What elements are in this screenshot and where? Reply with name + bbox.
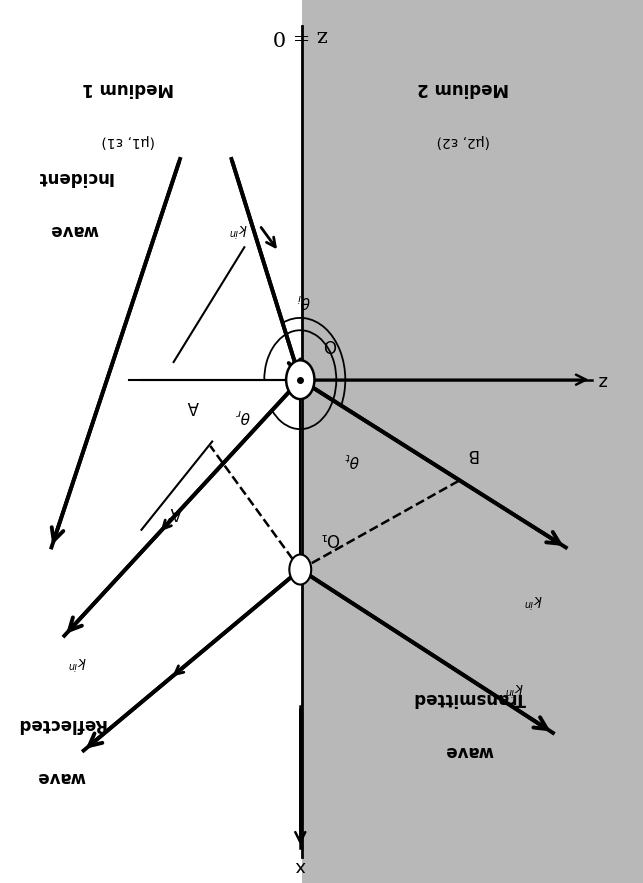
- Text: wave: wave: [50, 221, 98, 238]
- Text: $\theta_i$: $\theta_i$: [296, 291, 311, 310]
- Text: Medium 2: Medium 2: [417, 79, 509, 97]
- Text: (μ2, ε2): (μ2, ε2): [436, 134, 490, 148]
- Text: (μ1, ε1): (μ1, ε1): [102, 134, 156, 148]
- Circle shape: [286, 360, 314, 399]
- Text: A: A: [187, 397, 199, 415]
- Text: Incident: Incident: [36, 168, 112, 185]
- Text: z = 0: z = 0: [273, 26, 328, 46]
- Text: A’: A’: [165, 503, 182, 521]
- Text: Transmitted: Transmitted: [413, 689, 526, 706]
- Text: $k^{in}$: $k^{in}$: [68, 653, 87, 671]
- Text: $k^{in}$: $k^{in}$: [228, 221, 248, 238]
- Text: $k^{in}$: $k^{in}$: [505, 680, 524, 698]
- Text: $k^{in}$: $k^{in}$: [524, 592, 543, 609]
- Text: x: x: [295, 857, 305, 874]
- Text: Reflected: Reflected: [16, 715, 106, 733]
- Text: O₁: O₁: [320, 530, 340, 547]
- Text: z: z: [598, 371, 608, 389]
- Bar: [0, 0, 302, 883]
- Text: $\theta_r$: $\theta_r$: [234, 405, 251, 425]
- Bar: [302, 0, 643, 883]
- Text: Medium 1: Medium 1: [83, 79, 174, 97]
- Circle shape: [289, 555, 311, 585]
- Text: wave: wave: [37, 768, 86, 786]
- Text: O: O: [323, 336, 336, 353]
- Text: $\theta_t$: $\theta_t$: [344, 449, 359, 469]
- Text: wave: wave: [445, 742, 494, 759]
- Text: B: B: [466, 445, 478, 464]
